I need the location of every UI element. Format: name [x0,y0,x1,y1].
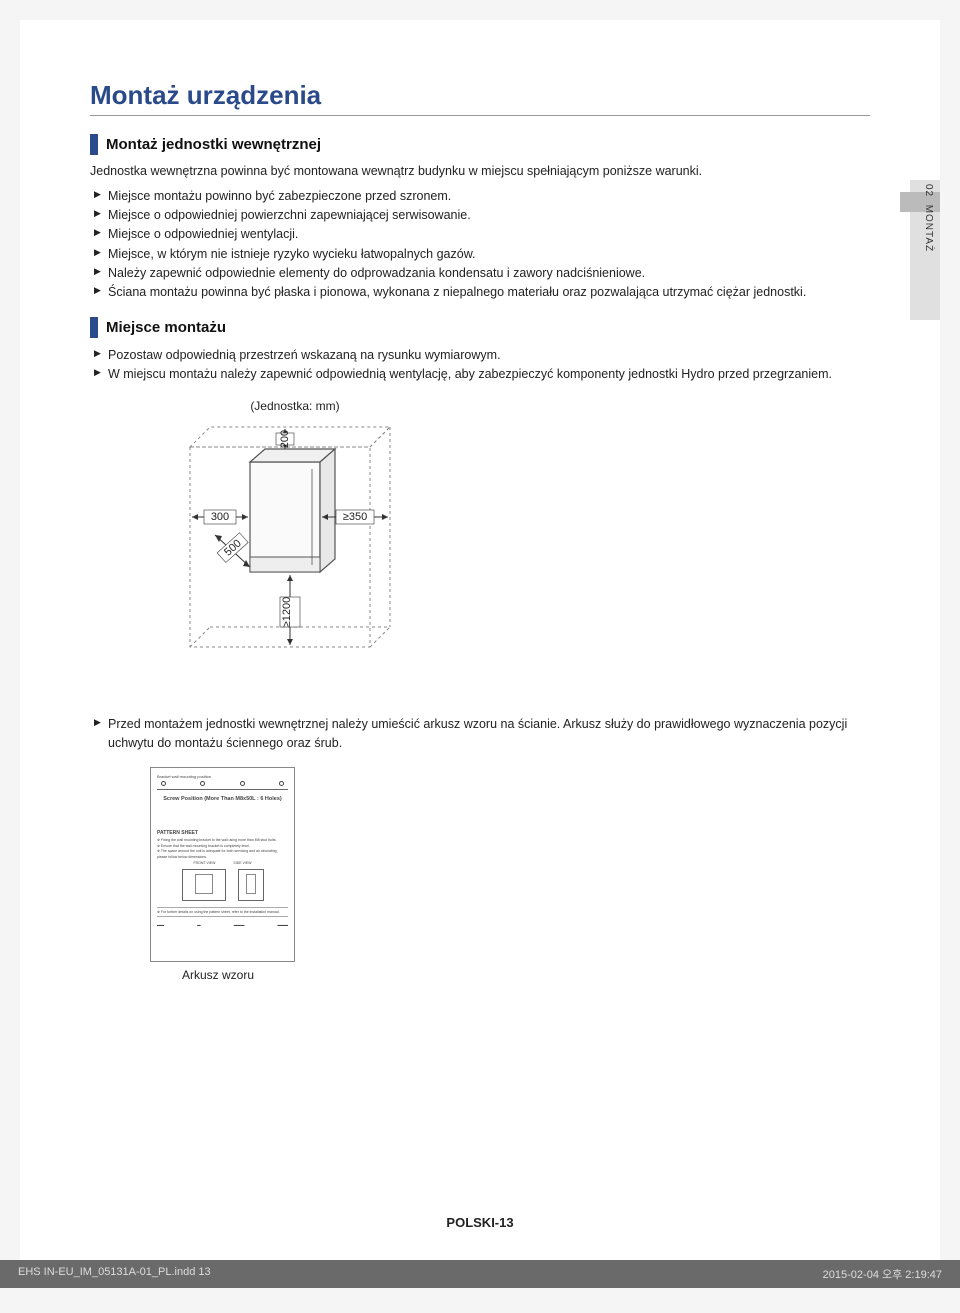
bullet-item: Pozostaw odpowiednią przestrzeń wskazaną… [90,346,870,365]
ps-note: ※ Fixing the wall mounting bracket to th… [157,838,288,843]
ps-front-view [182,869,226,901]
ps-footer: ※ For further details on using the patte… [157,907,288,917]
side-tab: 02 MONTAŻ [898,180,940,320]
section2-heading: Miejsce montażu [90,317,870,338]
page-title: Montaż urządzenia [90,80,870,116]
side-tab-text: 02 MONTAŻ [922,184,934,252]
page-number: POLSKI-13 [20,1215,940,1230]
ps-side-view [238,869,264,901]
ps-holes [157,781,288,790]
ps-front-label: FRONT VIEW [193,861,215,865]
unit-note: (Jednostka: mm) [240,399,350,413]
manual-page: Montaż urządzenia Montaż jednostki wewnę… [20,20,940,1260]
bullet-item: Miejsce o odpowiedniej powierzchni zapew… [90,206,870,225]
ps-heading2: PATTERN SHEET [157,830,288,836]
indesign-footer: EHS IN-EU_IM_05131A-01_PL.indd 13 2015-0… [0,1260,960,1288]
ps-note: please follow below dimensions. [157,855,288,860]
ps-bottom: ▬▬▬▬▬▬▬▬▬ [157,923,288,927]
footer-right: 2015-02-04 오후 2:19:47 [823,1266,942,1282]
ps-side-label: SIDE VIEW [233,861,251,865]
bullet-item: Miejsce montażu powinno być zabezpieczon… [90,187,870,206]
section1-intro: Jednostka wewnętrzna powinna być montowa… [90,163,870,181]
ps-title: Screw Position (More Than M8x50L : 6 Hol… [157,796,288,802]
dim-right: ≥350 [343,511,367,523]
bullet-item: Przed montażem jednostki wewnętrznej nal… [90,715,870,754]
section2-bullets: Pozostaw odpowiednią przestrzeń wskazaną… [90,346,870,385]
dim-top: 200 [279,429,291,447]
footer-left: EHS IN-EU_IM_05131A-01_PL.indd 13 [18,1266,211,1282]
ps-topline: Bracket wall mounting position [157,774,288,779]
clearance-diagram: 200 300 ≥350 [130,417,420,697]
pattern-sheet-caption: Arkusz wzoru [182,968,870,982]
dim-bottom: ≥1200 [281,596,293,627]
section2-bullets-after: Przed montażem jednostki wewnętrznej nal… [90,715,870,754]
bullet-item: Miejsce, w którym nie istnieje ryzyko wy… [90,245,870,264]
ps-note: ※ The space around the unit is adequate … [157,849,288,854]
section1-heading: Montaż jednostki wewnętrznej [90,134,870,155]
bullet-item: Należy zapewnić odpowiednie elementy do … [90,264,870,283]
pattern-sheet-diagram: Bracket wall mounting position Screw Pos… [150,767,295,962]
bullet-item: Ściana montażu powinna być płaska i pion… [90,283,870,302]
ps-boxes [157,869,288,901]
dim-left: 300 [211,511,229,523]
ps-note: ※ Ensure that the wall mounting bracket … [157,844,288,849]
bullet-item: Miejsce o odpowiedniej wentylacji. [90,225,870,244]
section1-bullets: Miejsce montażu powinno być zabezpieczon… [90,187,870,303]
bullet-item: W miejscu montażu należy zapewnić odpowi… [90,365,870,384]
